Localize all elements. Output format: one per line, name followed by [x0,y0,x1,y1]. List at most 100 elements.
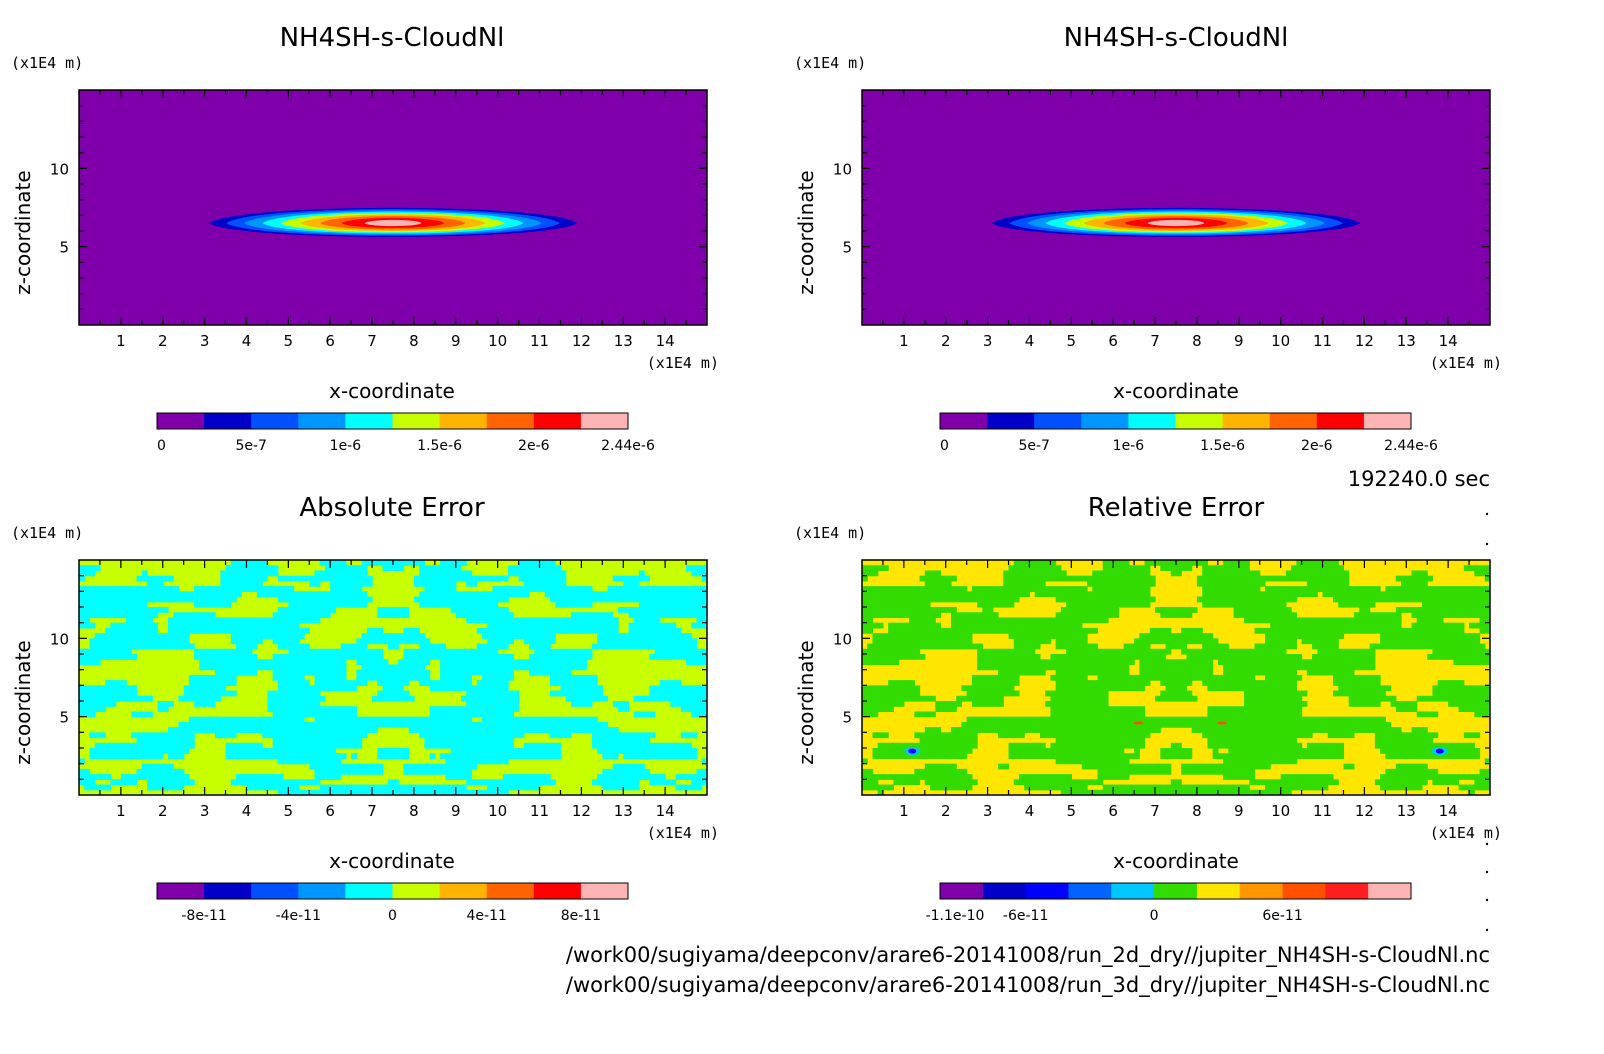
field-cell [89,748,96,754]
field-cell [956,596,963,603]
field-cell [497,680,504,686]
field-cell [324,601,331,608]
field-cell [534,638,541,645]
field-cell [256,633,263,639]
field-cell [1076,695,1083,702]
field-cell [888,695,894,702]
field-cell [872,706,879,713]
field-cell [555,654,562,660]
field-cell [1113,586,1120,592]
field-cell [356,648,363,655]
field-cell [1113,601,1120,608]
field-cell [1081,690,1088,697]
field-cell [1107,565,1114,572]
field-cell [487,659,494,666]
field-cell [1102,748,1109,754]
field-cell [665,690,671,697]
field-cell [1050,664,1057,671]
field-cell [110,690,117,697]
field-cell [1050,622,1057,629]
field-cell [204,586,211,592]
field-cell [262,570,268,577]
field-cell [956,695,963,702]
field-cell [387,690,394,697]
field-cell [1034,575,1041,582]
field-cell [288,586,295,592]
field-cell [178,638,185,645]
field-cell [1134,768,1140,775]
field-cell [345,601,352,608]
field-cell [576,664,582,671]
field-cell [987,622,994,629]
field-cell [675,638,682,645]
field-cell [419,596,425,603]
field-cell [424,727,431,733]
field-cell [898,596,905,603]
field-cell [319,758,326,765]
field-cell [304,591,310,598]
field-cell [141,612,148,619]
field-cell [555,617,562,624]
colorbar-tick-label: 1e-6 [1113,438,1145,454]
field-cell [110,607,117,613]
field-cell [335,706,342,713]
field-cell [544,633,551,639]
field-cell [882,638,889,645]
field-cell [173,596,180,603]
field-cell [935,732,942,739]
field-cell [272,774,279,780]
field-cell [534,565,541,572]
field-cell [1149,638,1156,645]
field-cell [398,560,405,566]
field-cell [246,580,253,587]
field-cell [256,565,263,572]
field-cell [1060,779,1067,786]
field-cell [471,669,478,676]
field-cell [591,617,598,624]
field-cell [1097,727,1104,733]
field-cell [502,737,509,744]
field-cell [330,586,337,592]
field-cell [1118,601,1125,608]
field-cell [1008,648,1015,655]
field-cell [487,753,494,760]
field-cell [403,690,410,697]
field-cell [539,570,546,577]
field-cell [686,654,692,660]
field-cell [309,748,316,754]
field-cell [466,789,473,795]
field-cell [199,622,206,629]
field-cell [471,607,478,613]
field-cell [272,659,279,666]
field-cell [919,654,926,660]
field-cell [1071,627,1078,634]
field-cell [696,690,703,697]
field-cell [1092,627,1099,634]
field-cell [898,648,905,655]
field-cell [602,732,609,739]
field-cell [665,654,671,660]
field-cell [644,607,651,613]
field-cell [1102,654,1109,660]
field-cell [1123,560,1130,566]
field-cell [914,607,921,613]
field-cell [298,701,305,707]
field-cell [903,586,910,592]
field-cell [288,680,295,686]
field-cell [544,669,551,676]
field-cell [1134,648,1140,655]
field-cell [1034,580,1041,587]
field-cell [497,685,504,692]
field-cell [1113,685,1120,692]
field-cell [618,586,624,592]
field-cell [471,685,478,692]
field-cell [1060,607,1067,613]
field-cell [675,643,682,650]
field-cell [340,680,347,686]
x-tick-label: 2 [158,802,168,820]
field-cell [241,716,248,723]
field-cell [565,716,572,723]
field-cell [950,706,957,713]
field-cell [256,560,263,566]
field-cell [141,627,148,634]
